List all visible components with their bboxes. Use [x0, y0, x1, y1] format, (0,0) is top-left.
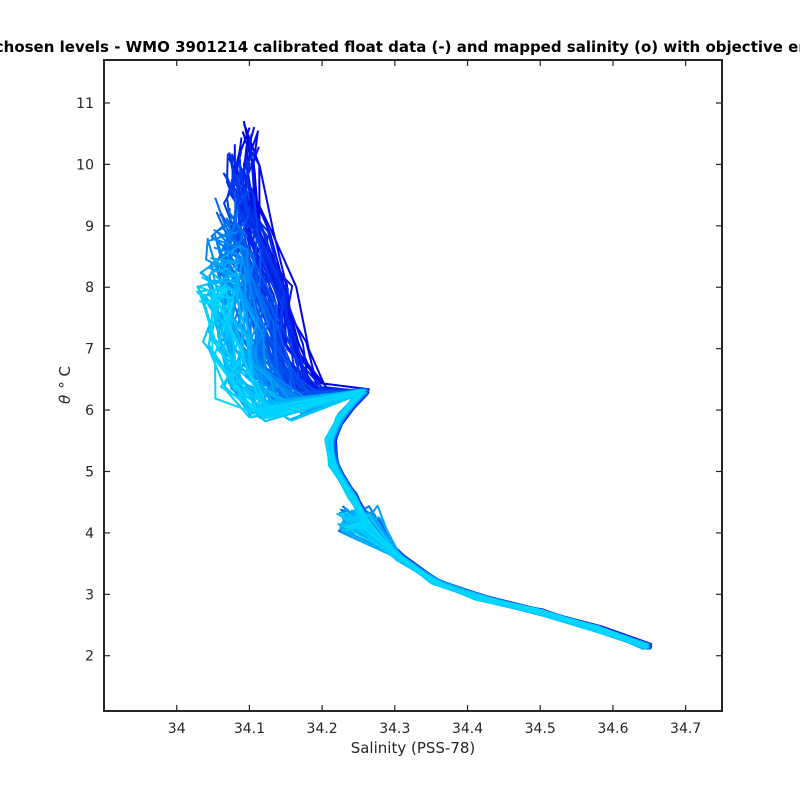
y-tick-label: 11 — [76, 96, 94, 112]
x-tick-label: 34.7 — [670, 721, 701, 737]
x-tick-label: 34.5 — [525, 721, 556, 737]
x-tick-label: 34.4 — [452, 721, 483, 737]
x-tick-label: 34 — [168, 721, 186, 737]
profile-line — [223, 291, 649, 649]
profile-line — [234, 245, 649, 650]
plot-area — [196, 120, 653, 650]
profile-line — [241, 255, 646, 649]
axes-box — [103, 59, 723, 712]
y-tick-label: 6 — [85, 403, 94, 419]
y-tick-label: 10 — [76, 157, 94, 173]
profile-line — [243, 263, 650, 649]
profile-line — [201, 276, 648, 649]
y-tick-label: 5 — [85, 464, 94, 480]
y-tick-label: 8 — [85, 280, 94, 296]
x-tick-label: 34.3 — [379, 721, 410, 737]
y-tick-label: 7 — [85, 342, 94, 358]
y-tick-label: 2 — [85, 649, 94, 665]
profile-line — [204, 297, 648, 647]
y-axis-label-unit: ° C — [56, 366, 74, 389]
y-tick-label: 3 — [85, 587, 94, 603]
x-tick-label: 34.6 — [597, 721, 628, 737]
profile-line — [224, 292, 646, 647]
y-tick-label: 4 — [85, 526, 94, 542]
y-axis-label: θ ° C — [56, 366, 74, 404]
y-axis: 2 3 4 5 6 7 8 9 10 11 — [76, 96, 722, 665]
profile-line — [231, 260, 646, 648]
x-tick-label: 34.2 — [307, 721, 338, 737]
x-tick-label: 34.1 — [234, 721, 265, 737]
y-axis-label-symbol: θ — [56, 395, 74, 404]
x-axis-label: Salinity (PSS-78) — [351, 739, 476, 757]
y-axis-label-group: θ ° C — [56, 366, 74, 404]
profile-line — [204, 289, 649, 649]
y-tick-label: 9 — [85, 219, 94, 235]
x-axis: 34 34.1 34.2 34.3 34.4 34.5 34.6 34.7 — [168, 60, 701, 737]
chart-title: OW chosen levels - WMO 3901214 calibrate… — [0, 38, 800, 56]
profile-line — [253, 197, 647, 648]
